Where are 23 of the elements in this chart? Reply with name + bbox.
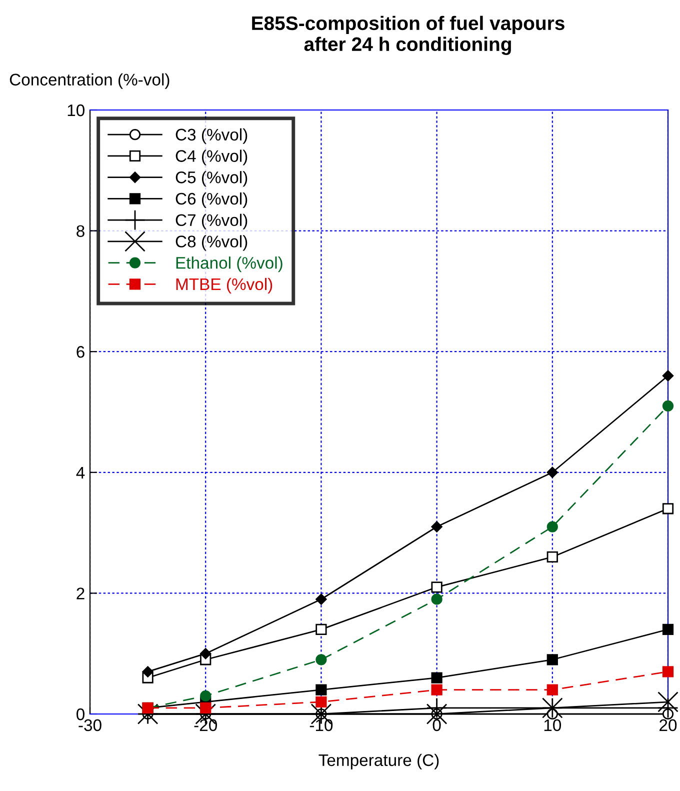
x-tick-label: 10 [544,719,562,732]
x-axis-title: Temperature (C) [318,754,439,770]
legend-label: C5 (%vol) [176,171,248,187]
y-axis-title: Concentration (%-vol) [10,73,170,89]
legend-label: C4 (%vol) [176,150,248,166]
x-tick-label: -20 [194,719,217,732]
y-tick-label: 0 [76,708,84,720]
x-tick-label: 20 [660,719,677,732]
y-tick-label: 6 [76,346,84,358]
y-tick-label: 10 [68,104,84,116]
legend-label: C7 (%vol) [176,214,248,230]
legend-label: C3 (%vol) [176,128,248,144]
y-tick-label: 2 [76,588,84,600]
chart-title: E85S-composition of fuel vapours after 24 h conditioning [252,16,564,55]
x-tick-label: 0 [432,719,441,732]
y-tick-label: 4 [76,466,85,478]
y-tick-label: 8 [76,225,84,238]
legend-label: C8 (%vol) [176,235,248,251]
x-tick-label: -10 [310,719,333,732]
legend-label: MTBE (%vol) [176,278,272,294]
legend-label: Ethanol (%vol) [176,256,282,272]
x-tick-label: -30 [78,719,102,732]
legend-label: C6 (%vol) [176,192,248,208]
